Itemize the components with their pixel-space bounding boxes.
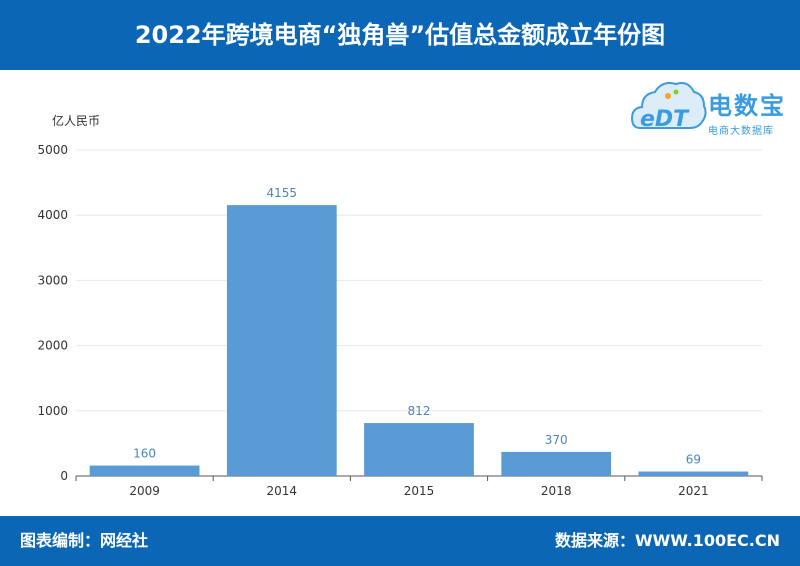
y-tick-label-2000: 2000 bbox=[37, 339, 68, 353]
logo-mark: eDT bbox=[640, 107, 690, 132]
footer-bar: 图表编制：网经社 数据来源：WWW.100EC.CN bbox=[0, 516, 800, 566]
x-tick-label-2018: 2018 bbox=[541, 484, 572, 498]
y-tick-label-4000: 4000 bbox=[37, 208, 68, 222]
data-label-2009: 160 bbox=[133, 447, 156, 461]
bar-2009 bbox=[89, 465, 200, 476]
y-tick-label-3000: 3000 bbox=[37, 273, 68, 287]
bar-2021 bbox=[638, 471, 749, 476]
data-label-2018: 370 bbox=[545, 433, 568, 447]
logo-brand: 电数宝 bbox=[708, 92, 786, 120]
bar-2014 bbox=[226, 205, 337, 476]
chart-title: 2022年跨境电商“独角兽”估值总金额成立年份图 bbox=[134, 21, 666, 49]
x-tick-label-2014: 2014 bbox=[267, 484, 298, 498]
data-label-2014: 4155 bbox=[267, 186, 298, 200]
bar-2018 bbox=[501, 451, 612, 476]
y-axis-label: 亿人民币 bbox=[52, 114, 101, 128]
logo-subtitle: 电商大数据库 bbox=[708, 126, 774, 137]
data-label-2015: 812 bbox=[408, 404, 431, 418]
y-tick-label-5000: 5000 bbox=[37, 143, 68, 157]
x-tick-label-2009: 2009 bbox=[129, 484, 160, 498]
footer-source: 数据来源：WWW.100EC.CN bbox=[554, 531, 780, 550]
footer-credit: 图表编制：网经社 bbox=[20, 531, 149, 550]
x-tick-label-2015: 2015 bbox=[404, 484, 435, 498]
x-tick-label-2021: 2021 bbox=[678, 484, 709, 498]
y-tick-label-0: 0 bbox=[60, 469, 68, 483]
logo-cloud-icon: eDT bbox=[630, 82, 707, 132]
header-bar bbox=[0, 0, 800, 70]
bar-2015 bbox=[364, 423, 474, 476]
y-tick-label-1000: 1000 bbox=[37, 404, 68, 418]
data-label-2021: 69 bbox=[686, 453, 701, 467]
